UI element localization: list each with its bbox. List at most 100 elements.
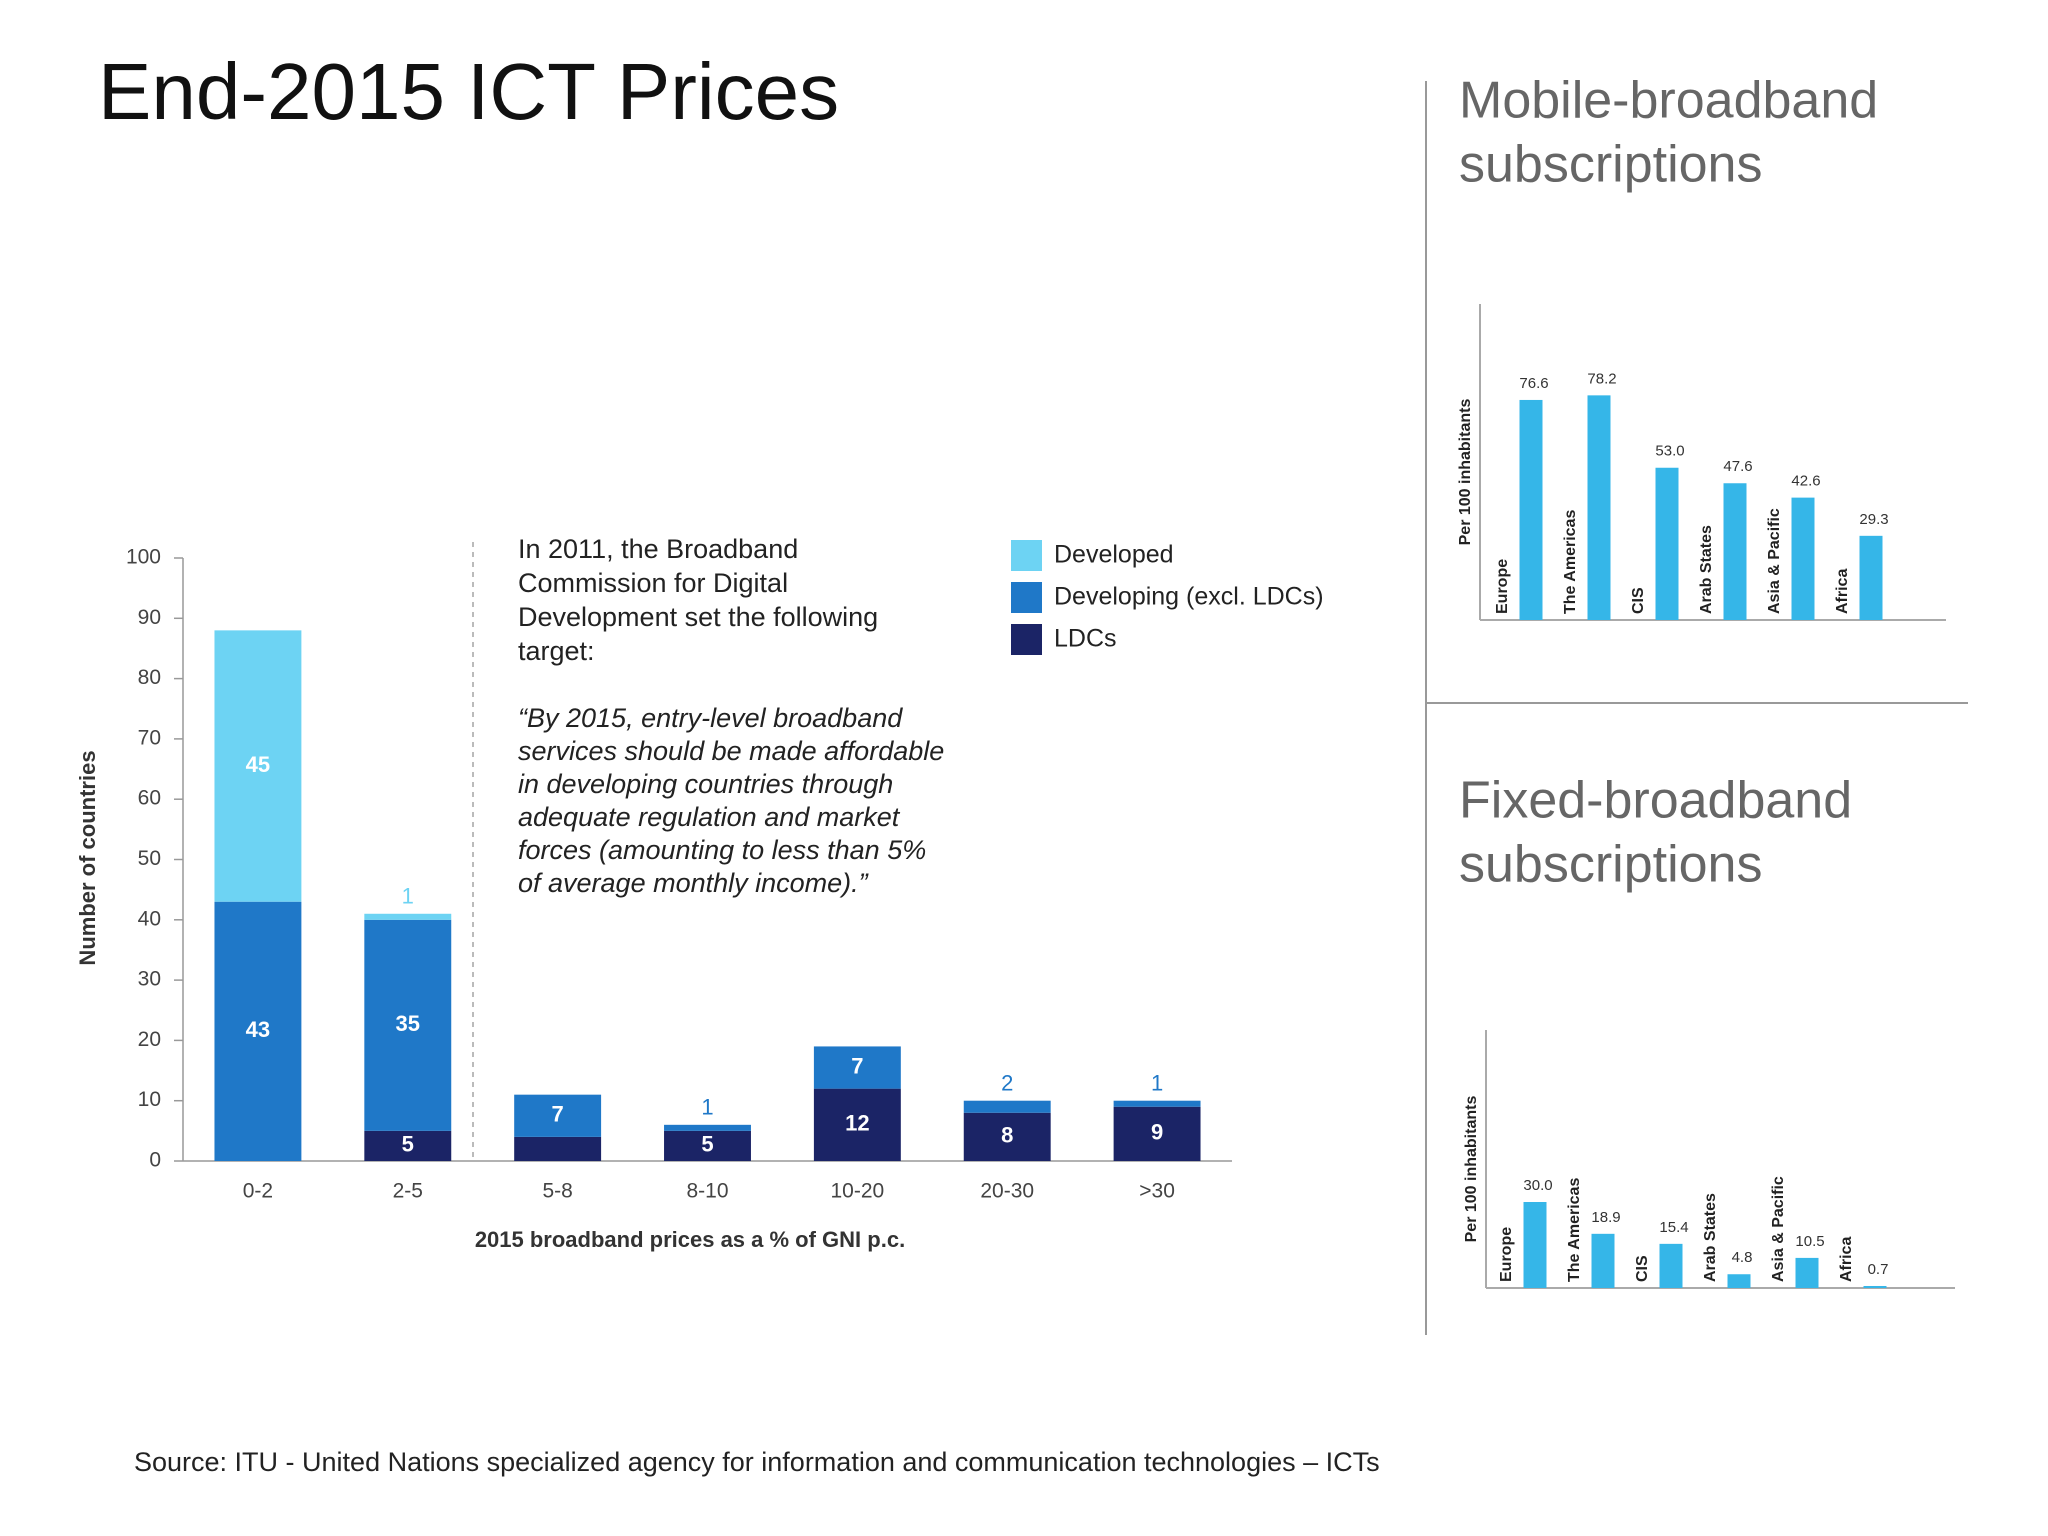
bar-segment	[963, 1112, 1051, 1161]
value-label: 7	[552, 1102, 564, 1127]
value-label: 29.3	[1859, 511, 1888, 528]
slide-title: End-2015 ICT Prices	[98, 47, 839, 136]
category-label: Arab States	[1698, 525, 1715, 614]
chart-title: subscriptions	[1459, 836, 1762, 894]
bar-segment	[364, 919, 452, 1131]
quote: adequate regulation and market	[518, 802, 901, 832]
x-tick-label: 8-10	[686, 1180, 728, 1203]
y-tick-label: 30	[138, 968, 161, 991]
y-tick-label: 0	[149, 1149, 161, 1172]
x-tick-label: 0-2	[243, 1180, 273, 1203]
chart-title: Fixed-broadband	[1459, 772, 1852, 830]
x-tick-label: >30	[1139, 1180, 1175, 1203]
bar	[1519, 399, 1543, 620]
legend-label: Developing (excl. LDCs)	[1054, 583, 1324, 611]
value-label: 35	[396, 1011, 420, 1036]
chart-title: subscriptions	[1459, 136, 1762, 194]
value-label: 1	[701, 1095, 713, 1120]
bar	[1655, 467, 1679, 620]
category-label: Arab States	[1702, 1193, 1719, 1282]
annotation: Commission for Digital	[518, 568, 788, 598]
y-tick-label: 10	[138, 1088, 161, 1111]
bar	[1791, 497, 1815, 620]
y-tick-label: 50	[138, 847, 161, 870]
category-label: CIS	[1634, 1255, 1651, 1282]
bar-segment	[813, 1088, 901, 1161]
value-label: 2	[1001, 1071, 1013, 1096]
annotation: In 2011, the Broadband	[518, 534, 798, 564]
chart-title: Mobile-broadband	[1459, 72, 1878, 130]
bar	[1727, 1274, 1751, 1288]
y-tick-label: 90	[138, 606, 161, 629]
bar	[1591, 1233, 1615, 1288]
y-axis-label: Per 100 inhabitants	[1463, 1096, 1480, 1243]
value-label: 7	[851, 1053, 863, 1078]
quote: “By 2015, entry-level broadband	[518, 703, 903, 733]
bar-segment	[364, 1130, 452, 1161]
annotation: target:	[518, 636, 595, 666]
category-label: The Americas	[1566, 1178, 1583, 1282]
legend-swatch	[1011, 624, 1042, 655]
category-label: Africa	[1838, 1237, 1855, 1282]
value-label: 8	[1001, 1123, 1013, 1148]
category-label: Europe	[1494, 559, 1511, 614]
quote: of average monthly income).”	[518, 868, 869, 898]
value-label: 45	[246, 752, 270, 777]
value-label: 78.2	[1587, 370, 1616, 387]
category-label: CIS	[1630, 587, 1647, 614]
value-label: 10.5	[1795, 1233, 1824, 1250]
legend-swatch	[1011, 540, 1042, 571]
quote: services should be made affordable	[518, 736, 944, 766]
category-label: Europe	[1498, 1227, 1515, 1282]
bar	[1795, 1257, 1819, 1288]
y-tick-label: 100	[126, 546, 161, 569]
value-label: 47.6	[1723, 458, 1752, 475]
value-label: 42.6	[1791, 473, 1820, 490]
x-tick-label: 2-5	[393, 1180, 423, 1203]
y-tick-label: 80	[138, 666, 161, 689]
bar	[1723, 483, 1747, 620]
value-label: 5	[402, 1132, 414, 1157]
value-label: 4.8	[1732, 1249, 1753, 1266]
category-label: Asia & Pacific	[1770, 1176, 1787, 1282]
bar	[1587, 395, 1611, 620]
source-note: Source: ITU - United Nations specialized…	[134, 1447, 1380, 1477]
bar-segment	[813, 1046, 901, 1089]
x-axis-label: 2015 broadband prices as a % of GNI p.c.	[475, 1227, 905, 1252]
value-label: 1	[1151, 1071, 1163, 1096]
bar-segment	[1113, 1100, 1201, 1107]
value-label: 76.6	[1519, 375, 1548, 392]
annotation: Development set the following	[518, 602, 878, 632]
value-label: 30.0	[1523, 1177, 1552, 1194]
value-label: 1	[402, 884, 414, 909]
bar-segment	[514, 1094, 602, 1137]
y-tick-label: 60	[138, 787, 161, 810]
bar-segment	[214, 630, 302, 902]
bar	[1863, 1285, 1887, 1288]
y-tick-label: 70	[138, 726, 161, 749]
bar	[1523, 1202, 1547, 1288]
legend-label: LDCs	[1054, 625, 1117, 653]
bar-segment	[364, 913, 452, 920]
value-label: 12	[845, 1111, 869, 1136]
category-label: Asia & Pacific	[1766, 508, 1783, 614]
value-label: 53.0	[1655, 443, 1684, 460]
category-label: Africa	[1834, 569, 1851, 614]
legend-label: Developed	[1054, 541, 1174, 569]
legend-swatch	[1011, 582, 1042, 613]
value-label: 0.7	[1868, 1261, 1889, 1278]
bar-segment	[664, 1124, 751, 1131]
quote: forces (amounting to less than 5%	[518, 835, 926, 865]
bar	[1859, 535, 1883, 620]
y-axis-label: Per 100 inhabitants	[1457, 399, 1474, 546]
bar	[1659, 1243, 1683, 1288]
value-label: 15.4	[1659, 1219, 1688, 1236]
y-tick-label: 40	[138, 907, 161, 930]
category-label: The Americas	[1562, 510, 1579, 614]
value-label: 9	[1151, 1120, 1163, 1145]
y-tick-label: 20	[138, 1028, 161, 1051]
bar-segment	[1113, 1106, 1201, 1161]
bar-segment	[214, 901, 302, 1161]
x-tick-label: 10-20	[830, 1180, 884, 1203]
